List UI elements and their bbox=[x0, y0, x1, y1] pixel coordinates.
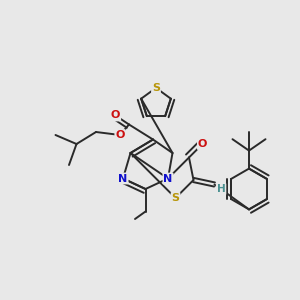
Text: O: O bbox=[198, 139, 207, 149]
Text: N: N bbox=[118, 173, 127, 184]
Text: H: H bbox=[217, 184, 226, 194]
Text: O: O bbox=[115, 130, 125, 140]
Text: O: O bbox=[111, 110, 120, 121]
Text: S: S bbox=[152, 83, 160, 93]
Text: N: N bbox=[164, 173, 172, 184]
Text: S: S bbox=[172, 193, 179, 203]
